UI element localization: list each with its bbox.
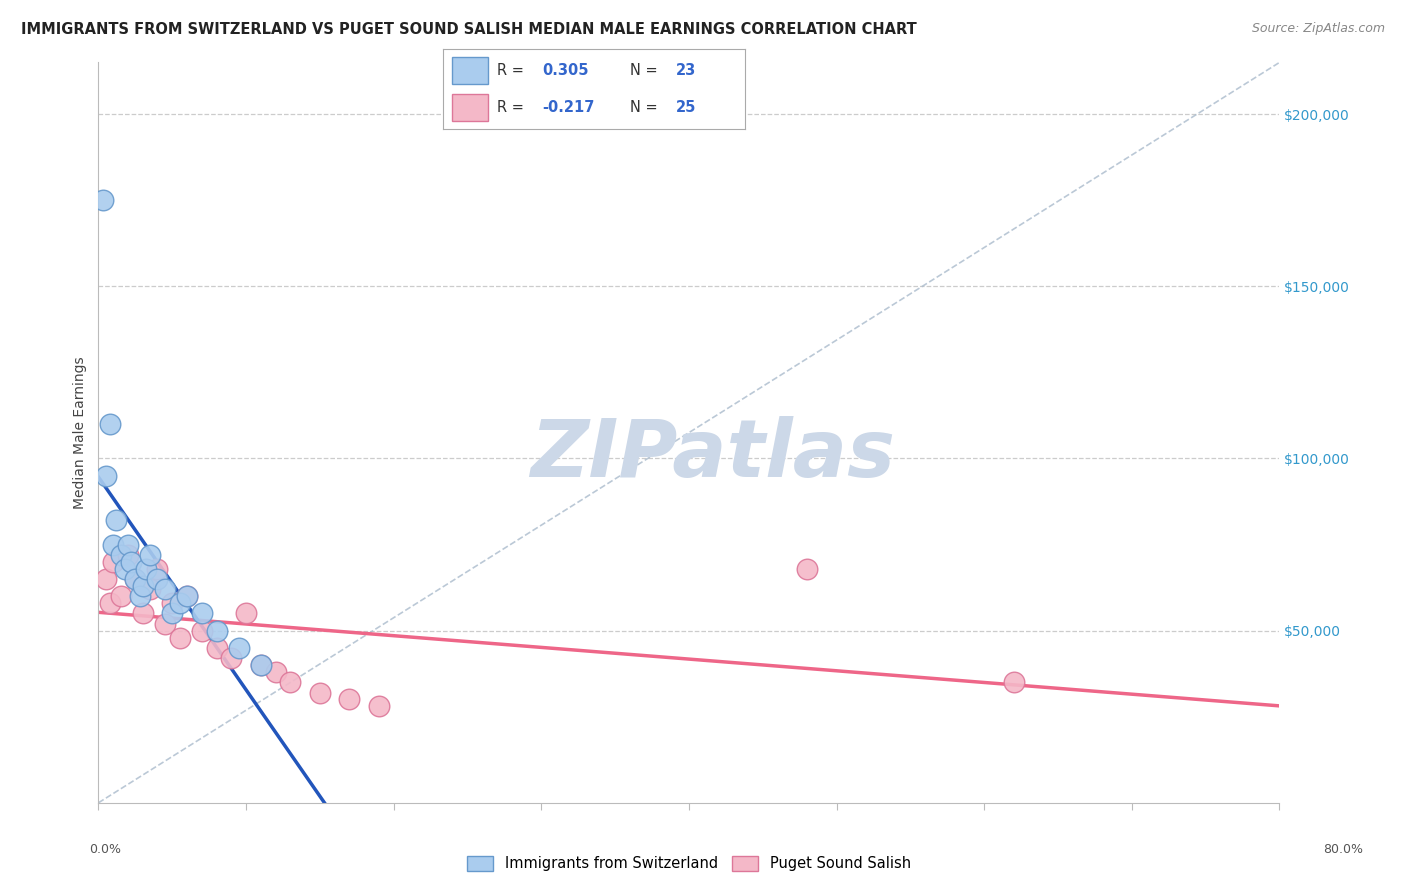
Point — [153, 582, 176, 597]
Point — [124, 572, 146, 586]
Point — [139, 582, 162, 597]
Point — [796, 561, 818, 575]
Point — [146, 572, 169, 586]
Point — [169, 596, 191, 610]
Point — [105, 513, 128, 527]
Point — [120, 555, 142, 569]
Text: 25: 25 — [676, 100, 696, 115]
Point — [191, 607, 214, 621]
Point — [191, 624, 214, 638]
Point — [128, 589, 150, 603]
Text: Source: ZipAtlas.com: Source: ZipAtlas.com — [1251, 22, 1385, 36]
Point — [98, 596, 121, 610]
Point — [132, 607, 155, 621]
Text: 23: 23 — [676, 63, 696, 78]
Point — [139, 548, 162, 562]
Point — [132, 579, 155, 593]
Point — [235, 607, 257, 621]
Point — [135, 561, 157, 575]
Text: R =: R = — [498, 63, 529, 78]
Point — [309, 685, 332, 699]
Point — [250, 658, 273, 673]
FancyBboxPatch shape — [451, 94, 488, 121]
Point — [114, 561, 136, 575]
Text: 80.0%: 80.0% — [1323, 843, 1362, 856]
Text: N =: N = — [630, 63, 662, 78]
Point — [153, 616, 176, 631]
Point — [110, 548, 132, 562]
Point — [339, 692, 361, 706]
Y-axis label: Median Male Earnings: Median Male Earnings — [73, 356, 87, 509]
Point — [117, 537, 139, 551]
Point — [162, 596, 183, 610]
Point — [94, 572, 117, 586]
Point — [280, 675, 302, 690]
Text: 0.0%: 0.0% — [90, 843, 121, 856]
Point — [176, 589, 198, 603]
Point — [98, 417, 121, 431]
Text: 0.305: 0.305 — [543, 63, 589, 78]
Point — [221, 651, 243, 665]
Point — [205, 624, 228, 638]
Point — [250, 658, 273, 673]
Point — [91, 193, 114, 207]
Point — [146, 561, 169, 575]
Text: R =: R = — [498, 100, 529, 115]
Point — [94, 468, 117, 483]
Point — [110, 589, 132, 603]
Point — [162, 607, 183, 621]
Point — [124, 572, 146, 586]
Legend: Immigrants from Switzerland, Puget Sound Salish: Immigrants from Switzerland, Puget Sound… — [461, 850, 917, 877]
Point — [264, 665, 287, 679]
Point — [169, 631, 191, 645]
Text: -0.217: -0.217 — [543, 100, 595, 115]
Point — [205, 640, 228, 655]
Text: ZIPatlas: ZIPatlas — [530, 416, 896, 494]
Point — [103, 537, 125, 551]
Text: IMMIGRANTS FROM SWITZERLAND VS PUGET SOUND SALISH MEDIAN MALE EARNINGS CORRELATI: IMMIGRANTS FROM SWITZERLAND VS PUGET SOU… — [21, 22, 917, 37]
Point — [368, 699, 391, 714]
Point — [176, 589, 198, 603]
Point — [103, 555, 125, 569]
Point — [117, 548, 139, 562]
FancyBboxPatch shape — [451, 57, 488, 85]
Point — [228, 640, 250, 655]
Text: N =: N = — [630, 100, 662, 115]
Point — [1002, 675, 1025, 690]
